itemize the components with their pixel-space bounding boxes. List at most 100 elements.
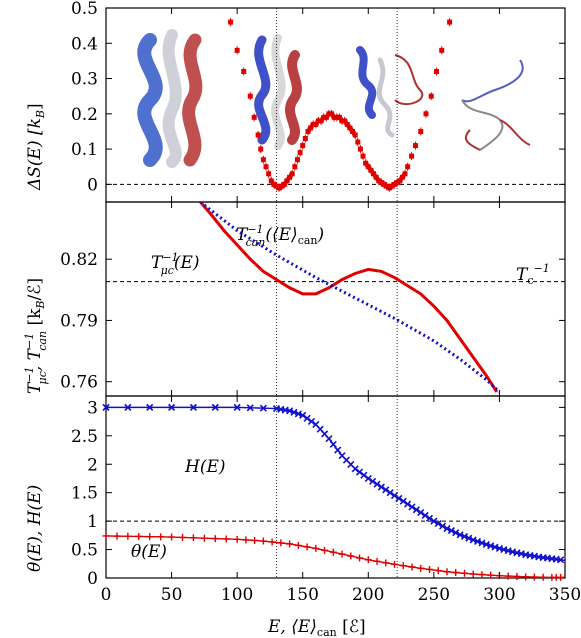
data-point [318,118,324,124]
data-point [228,19,234,25]
middle-ylabel-b-sub: can [36,331,49,351]
data-point [329,548,337,556]
data-point [168,533,176,541]
data-point [271,181,277,187]
data-point [211,535,219,543]
data-point [386,489,394,497]
data-point [234,47,240,53]
data-point [124,403,132,411]
data-point [276,185,282,191]
t-c-label: Tc−1 [516,262,550,287]
middle-ylabel-unit: [k [25,308,45,331]
data-point [397,178,403,184]
data-point [233,535,241,543]
data-point [258,146,264,152]
data-point [259,404,267,412]
data-point [381,181,387,187]
y-tick-label: 0.76 [60,373,98,393]
data-point [373,557,381,565]
data-point [289,171,295,177]
data-point [338,550,346,558]
t-mu-c-sub: μc [161,264,174,277]
data-point [290,408,298,416]
data-point [425,565,433,573]
data-point [412,143,418,149]
data-point [307,417,316,425]
data-point [382,559,390,567]
data-point [189,534,197,542]
middle-ylabel-a-sup: −1 [23,366,36,382]
data-point [233,403,241,411]
data-point [452,569,460,577]
data-point [487,571,495,579]
data-point [522,573,530,581]
t-mu-c-arg: (E) [174,253,200,273]
data-point [373,174,379,180]
t-can-arg-end: ) [317,225,325,245]
data-point [286,540,294,548]
data-point [284,178,290,184]
top-panel-ylabel-sub: B [34,110,47,119]
series-line [199,202,499,393]
middle-ylabel-unit-end: /ℰ] [25,278,45,301]
data-point [465,534,473,542]
data-point [417,564,425,572]
t-c-sub: c [527,274,533,287]
data-point [315,118,321,124]
data-point [279,183,285,189]
middle-panel-ylabel: T−1μc, T−1can [kB/ℰ] [23,278,49,394]
y-tick-label: 0 [87,569,98,589]
data-point [417,509,425,517]
data-point [347,125,353,131]
data-point [513,572,521,580]
data-point [408,503,416,511]
data-point [124,532,132,540]
data-point [378,180,384,186]
y-tick-label: 0.4 [71,34,98,54]
data-point [281,181,287,187]
x-tick-label: 350 [549,585,581,605]
x-tick-label: 200 [352,585,384,605]
x-tick-label: 150 [286,585,318,605]
data-point [299,411,307,419]
data-point [246,404,254,412]
data-point [384,183,390,189]
bottom-panel-frame [105,395,566,579]
data-point [260,157,266,163]
x-tick-label: 250 [418,585,450,605]
data-point [421,511,429,520]
data-point [113,532,121,540]
data-point [325,435,333,443]
data-point [313,121,319,127]
middle-panel-frame [105,201,566,397]
data-point [310,121,316,127]
data-point [371,171,377,177]
data-point [394,180,400,186]
y-tick-label: 0.2 [71,105,98,125]
y-tick-label: 0.5 [71,541,98,561]
data-point [412,506,420,514]
data-point [302,136,308,142]
data-point [294,541,302,549]
data-point [360,153,366,159]
protein-structure-intermediate-icon [254,34,302,150]
data-point [305,128,311,134]
middle-ylabel-unit-sub: B [34,301,47,310]
data-point [447,19,453,25]
x-tick-label: 100 [221,585,253,605]
data-point [363,160,369,166]
data-point [356,554,364,562]
data-point [157,533,165,541]
t-can-sub: can [246,236,266,249]
y-tick-label: 0.79 [60,311,98,331]
data-point [469,536,477,544]
data-point [308,125,314,131]
middle-ylabel-a-sub: μc [36,371,49,384]
data-point [135,532,143,540]
data-point [391,560,399,568]
data-point [277,539,285,547]
data-point [382,486,390,494]
data-point [273,183,279,189]
data-point [434,567,442,575]
data-point [557,556,565,564]
